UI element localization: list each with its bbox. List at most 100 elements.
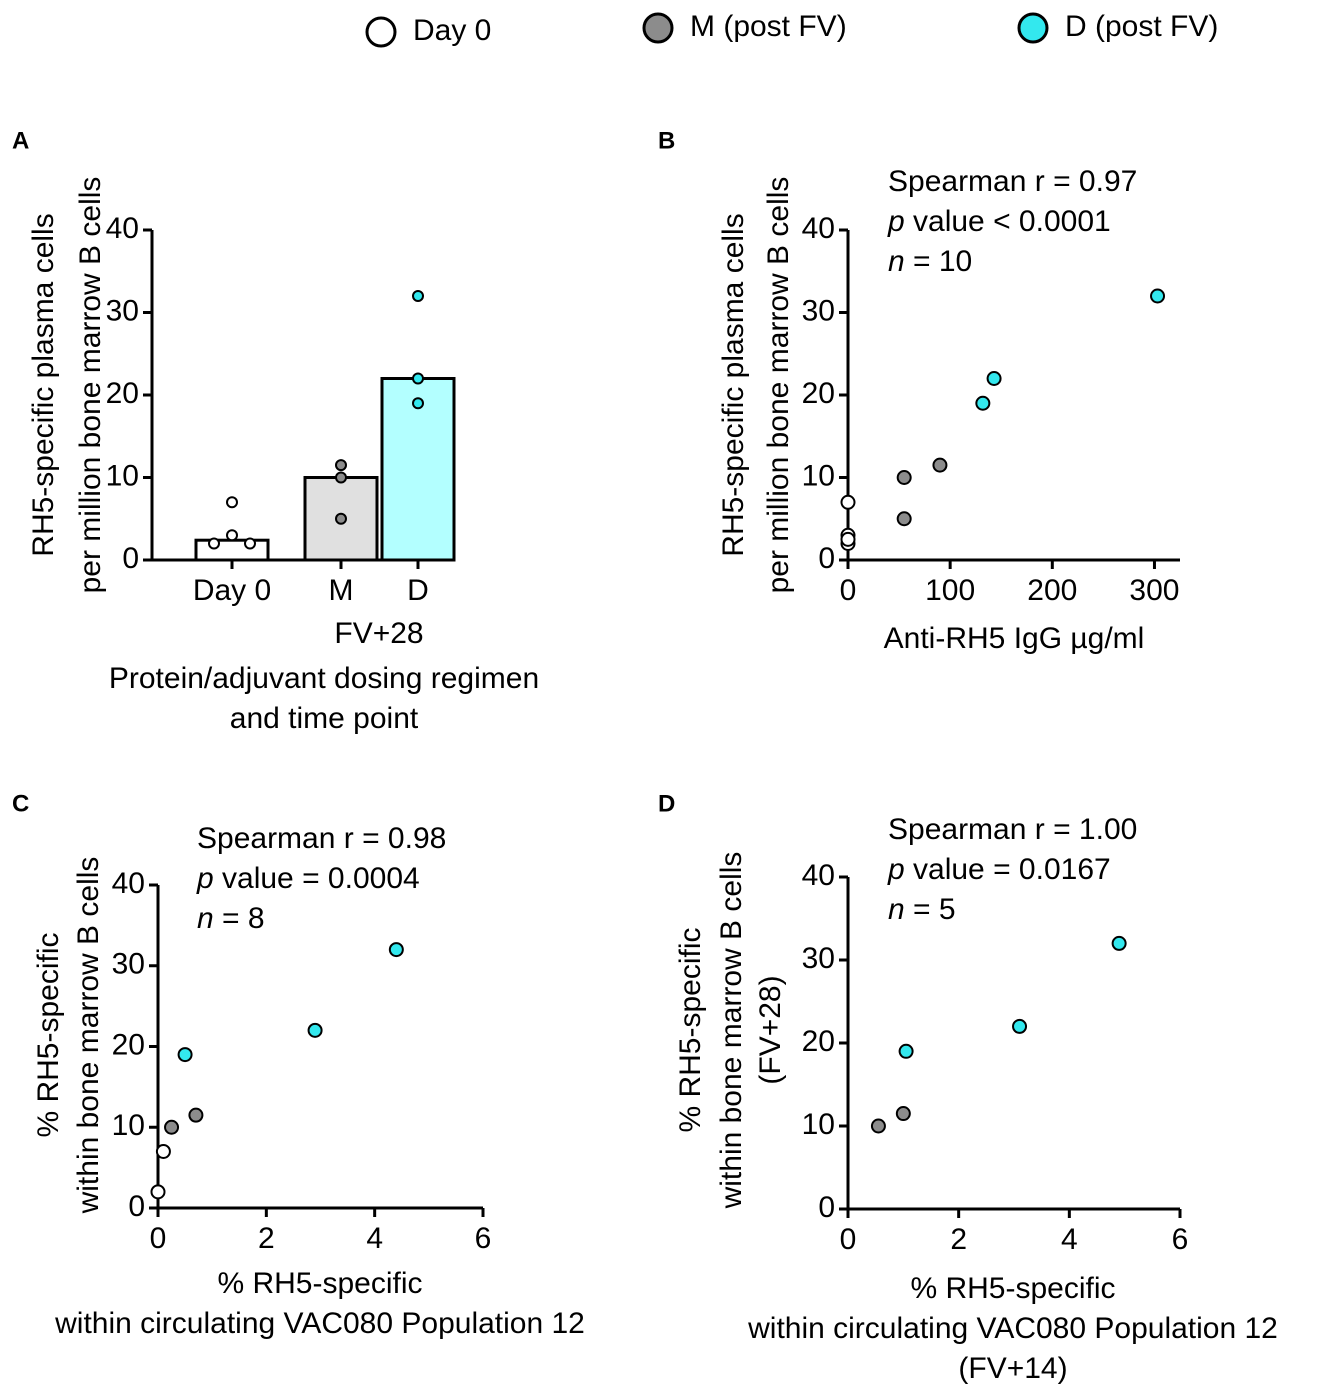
x-tick-label: 2 xyxy=(950,1223,967,1256)
annotation-text: Spearman r = 0.98 xyxy=(197,822,446,855)
x-tick-label: 0 xyxy=(150,1222,167,1255)
annotation-text: value = 0.0167 xyxy=(905,853,1111,886)
y-tick-label: 10 xyxy=(112,1109,145,1142)
annotation-text: = 5 xyxy=(905,893,956,926)
y-axis-label: within bone marrow B cells xyxy=(715,852,748,1210)
y-tick-label: 30 xyxy=(802,942,835,975)
y-tick-label: 40 xyxy=(106,212,139,245)
x-tick-label: 4 xyxy=(366,1222,383,1255)
data-point xyxy=(307,1022,323,1038)
data-point xyxy=(986,371,1002,386)
data-point xyxy=(177,1047,193,1063)
x-tick-label: 6 xyxy=(475,1222,492,1255)
y-axis-label: per million bone marrow B cells xyxy=(74,177,107,594)
annotation-text: value < 0.0001 xyxy=(905,205,1111,238)
y-tick-label: 0 xyxy=(128,1190,145,1223)
annotation: Spearman r = 0.97 xyxy=(888,165,1137,198)
data-point xyxy=(150,1184,166,1200)
data-point xyxy=(412,397,424,410)
y-tick-label: 0 xyxy=(818,542,835,575)
x-axis-label: Anti-RH5 IgG µg/ml xyxy=(884,622,1145,655)
data-point xyxy=(244,537,256,550)
y-tick-label: 40 xyxy=(802,859,835,892)
data-point xyxy=(1150,288,1166,304)
y-tick-label: 30 xyxy=(802,294,835,327)
y-tick-label: 20 xyxy=(802,1025,835,1058)
legend-marker xyxy=(642,12,674,44)
y-axis-label: % RH5-specific xyxy=(32,932,65,1137)
x-tick-label: 4 xyxy=(1061,1223,1078,1256)
x-tick-label: 300 xyxy=(1129,574,1179,607)
y-tick-label: 20 xyxy=(112,1028,145,1061)
annotation-text: Spearman r = 1.00 xyxy=(888,813,1137,846)
x-tick-label: D xyxy=(407,574,429,607)
data-point xyxy=(932,457,948,473)
x-tick-label: 200 xyxy=(1027,574,1077,607)
annotation: Spearman r = 1.00 xyxy=(888,813,1137,846)
x-axis-label: Protein/adjuvant dosing regimen xyxy=(109,662,539,695)
data-point xyxy=(840,531,856,547)
x-axis-label: within circulating VAC080 Population 12 xyxy=(54,1307,585,1340)
y-axis-label: % RH5-specific xyxy=(674,927,707,1132)
annotation-text: Spearman r = 0.97 xyxy=(888,165,1137,198)
annotation: n = 10 xyxy=(888,245,972,278)
y-axis-label: within bone marrow B cells xyxy=(72,857,105,1215)
x-tick-label: 0 xyxy=(840,574,857,607)
legend-label: Day 0 xyxy=(413,14,491,47)
data-point xyxy=(412,290,424,302)
data-point xyxy=(155,1143,171,1159)
data-point xyxy=(335,459,347,472)
group-label: FV+28 xyxy=(334,617,423,650)
data-point xyxy=(898,1043,914,1059)
data-point xyxy=(164,1119,180,1135)
y-tick-label: 0 xyxy=(818,1191,835,1224)
legend-marker xyxy=(1017,12,1049,44)
y-tick-label: 10 xyxy=(802,1108,835,1141)
y-tick-label: 30 xyxy=(106,294,139,327)
y-axis-label: RH5-specific plasma cells xyxy=(717,213,750,556)
annotation-text: = 10 xyxy=(905,245,973,278)
data-point xyxy=(975,395,991,411)
annotation-italic: n xyxy=(888,245,905,278)
x-tick-label: Day 0 xyxy=(193,574,271,607)
x-tick-label: 100 xyxy=(925,574,975,607)
data-point xyxy=(226,529,238,542)
y-axis-label: RH5-specific plasma cells xyxy=(27,213,60,556)
data-point xyxy=(188,1107,204,1123)
data-point xyxy=(840,494,856,510)
annotation: n = 8 xyxy=(197,902,265,935)
x-tick-label: 6 xyxy=(1172,1223,1189,1256)
data-point xyxy=(870,1118,886,1134)
legend-label: M (post FV) xyxy=(690,10,847,43)
annotation: p value = 0.0167 xyxy=(887,853,1111,886)
annotation: n = 5 xyxy=(888,893,956,926)
data-point xyxy=(208,537,220,550)
annotation-italic: n xyxy=(888,893,905,926)
legend-marker xyxy=(365,16,397,48)
data-point xyxy=(895,1106,911,1122)
x-axis-label: and time point xyxy=(230,702,419,735)
annotation-italic: n xyxy=(197,902,214,935)
annotation-text: = 8 xyxy=(214,902,265,935)
x-axis-label: % RH5-specific xyxy=(217,1267,422,1300)
x-axis-label: within circulating VAC080 Population 12 xyxy=(747,1312,1278,1345)
data-point xyxy=(388,942,404,958)
x-tick-label: M xyxy=(329,574,354,607)
data-point xyxy=(1012,1018,1028,1034)
annotation-italic: p xyxy=(887,205,905,238)
data-point xyxy=(1111,935,1127,951)
y-tick-label: 20 xyxy=(106,377,139,410)
annotation-italic: p xyxy=(196,862,214,895)
x-tick-label: 0 xyxy=(840,1223,857,1256)
x-axis-label: % RH5-specific xyxy=(910,1272,1115,1305)
bar xyxy=(194,538,270,562)
panel-letter: C xyxy=(12,790,29,817)
y-axis-label: (FV+28) xyxy=(754,975,787,1084)
data-point xyxy=(412,372,424,385)
x-axis-label: (FV+14) xyxy=(958,1352,1067,1385)
data-point xyxy=(226,496,238,509)
y-tick-label: 20 xyxy=(802,377,835,410)
data-point xyxy=(896,511,912,527)
data-point xyxy=(896,470,912,485)
